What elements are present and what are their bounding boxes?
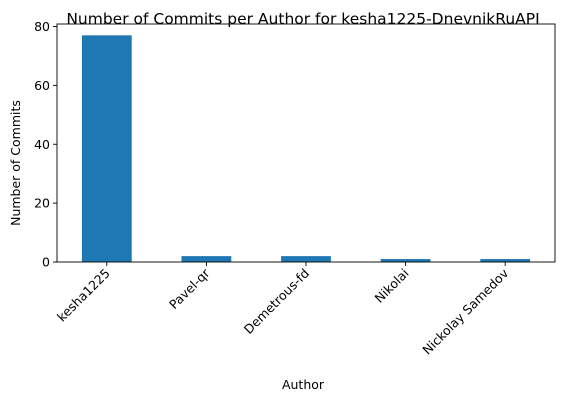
- y-tick-label-4: 80: [34, 19, 50, 34]
- x-tick-label-4: Nickolay Samedov: [419, 265, 511, 357]
- x-tick-label-1: Pavel-qr: [166, 265, 213, 312]
- x-axis-label: Author: [282, 377, 325, 392]
- y-tick-label-2: 40: [34, 137, 50, 152]
- bar-0: [81, 35, 132, 263]
- x-tick-label-0: kesha1225: [54, 266, 113, 325]
- bar-3: [380, 259, 431, 262]
- bar-1: [181, 256, 232, 262]
- plot-area: 0 20 40 60 80 kesha1225 Pavel-qr Demetrous-fd Ni…: [34, 19, 556, 358]
- y-axis-label: Number of Commits: [8, 100, 23, 226]
- bar-2: [281, 256, 331, 262]
- y-tick-label-3: 60: [34, 78, 50, 93]
- chart-title: Number of Commits per Author for kesha12…: [66, 10, 539, 28]
- x-tick-label-2: Demetrous-fd: [241, 266, 312, 337]
- y-tick-label-0: 0: [42, 255, 50, 270]
- y-tick-label-1: 20: [34, 196, 50, 211]
- bar-4: [480, 259, 531, 262]
- x-tick-label-3: Nikolai: [372, 266, 412, 306]
